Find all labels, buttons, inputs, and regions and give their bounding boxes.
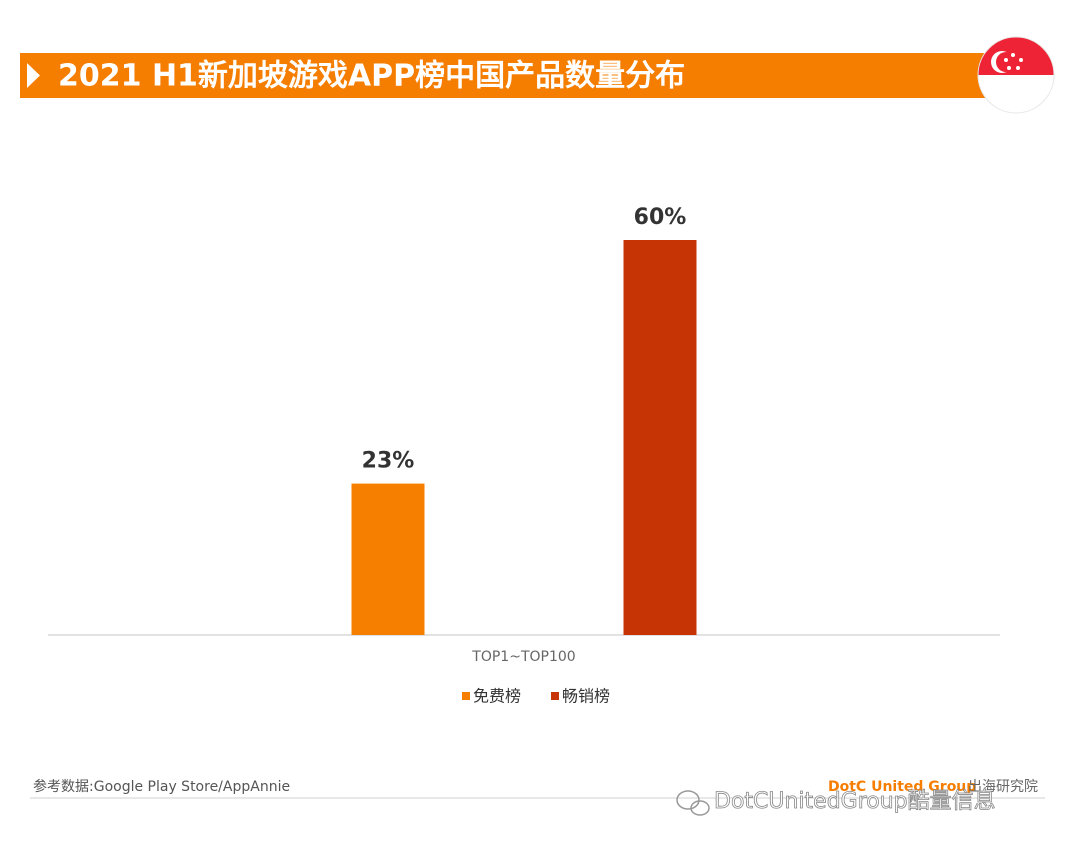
- watermark: DotCUnitedGroup酷量信息: [714, 789, 996, 814]
- bar: [351, 483, 425, 635]
- footer-suffix: 出海研究院: [968, 779, 1038, 795]
- chart-title: 2021 H1新加坡游戏APP榜中国产品数量分布: [58, 59, 685, 94]
- watermark-icon: [676, 790, 710, 816]
- title-arrow: [27, 63, 40, 88]
- bar: [623, 240, 697, 635]
- footer-brand: DotC United Group: [828, 779, 976, 795]
- data-label: 23%: [362, 449, 415, 474]
- legend-label: 畅销榜: [562, 687, 610, 706]
- legend-label: 免费榜: [473, 687, 521, 706]
- legend-swatch: [551, 692, 559, 700]
- legend-swatch: [462, 692, 470, 700]
- data-label: 60%: [634, 205, 687, 230]
- source-note: 参考数据:Google Play Store/AppAnnie: [33, 778, 290, 795]
- x-tick-label: TOP1~TOP100: [471, 649, 575, 665]
- title-bar: [20, 53, 1010, 98]
